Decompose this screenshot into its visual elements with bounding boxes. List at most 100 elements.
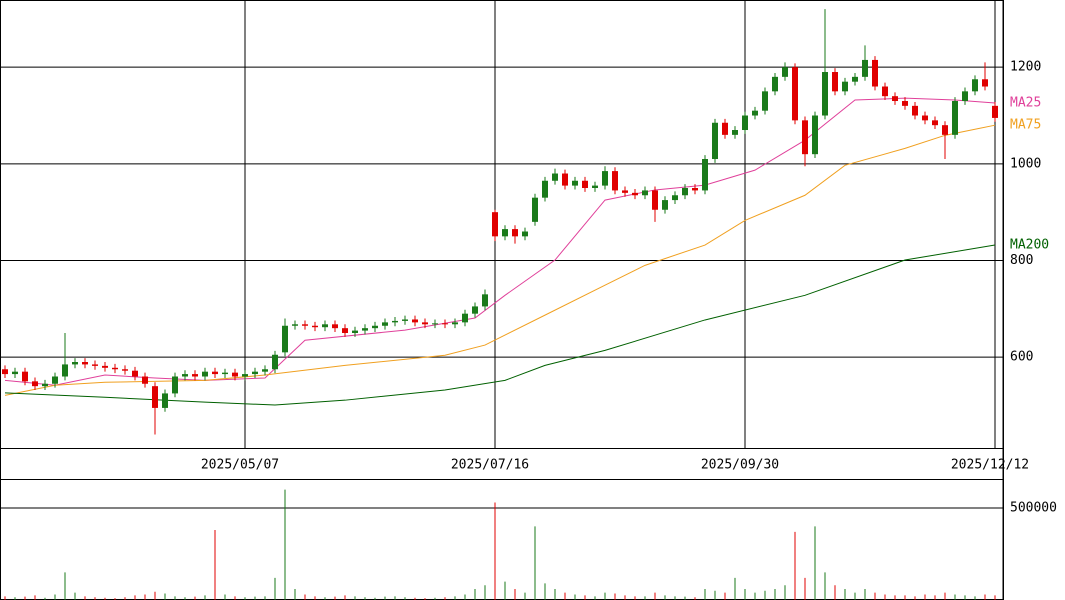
candle-body [382, 322, 388, 326]
candle-body [402, 319, 408, 321]
legend-label: MA75 [1010, 118, 1041, 133]
candle-body [152, 386, 158, 408]
volume-panel-frame [0, 479, 1004, 600]
candle-body [132, 370, 138, 377]
candle-body [862, 59, 868, 77]
candle-body [182, 374, 188, 377]
candle-body [82, 362, 88, 365]
candle-body [752, 110, 758, 116]
y-tick-label: 1000 [1010, 156, 1041, 171]
candle-body [702, 159, 708, 191]
candle-body [282, 325, 288, 353]
candle-body [272, 354, 278, 370]
candle-body [192, 374, 198, 377]
candle-body [202, 371, 208, 377]
candle-body [442, 323, 448, 325]
candle-body [322, 324, 328, 328]
candle-body [22, 371, 28, 382]
candle-body [902, 101, 908, 106]
candle-body [802, 120, 808, 155]
candle-body [232, 372, 238, 377]
candle-body [62, 364, 68, 377]
candle-body [392, 320, 398, 323]
candle-body [502, 229, 508, 237]
candle-body [952, 101, 958, 135]
x-tick-label: 2025/09/30 [701, 458, 779, 473]
candle-body [692, 188, 698, 191]
candle-body [32, 381, 38, 387]
x-tick-label: 2025/05/07 [201, 458, 279, 473]
candle-body [872, 59, 878, 87]
candle-body [892, 96, 898, 102]
candle-body [832, 72, 838, 92]
candle-body [822, 72, 828, 116]
y-tick-label: 1200 [1010, 60, 1041, 75]
candle-body [302, 324, 308, 326]
candle-body [562, 173, 568, 186]
candle-body [462, 313, 468, 323]
candle-body [412, 319, 418, 323]
candle-body [252, 371, 258, 375]
candle-body [372, 325, 378, 329]
candle-body [482, 294, 488, 307]
candle-body [912, 105, 918, 116]
candle-body [522, 231, 528, 237]
candle-body [72, 362, 78, 365]
candle-body [2, 369, 8, 375]
candle-body [982, 79, 988, 87]
candle-body [452, 322, 458, 325]
candle-body [602, 171, 608, 186]
candle-body [642, 190, 648, 196]
candle-body [792, 67, 798, 121]
candle-body [582, 180, 588, 189]
candle-body [492, 212, 498, 237]
candle-body [532, 197, 538, 222]
candle-body [612, 171, 618, 191]
candle-body [722, 122, 728, 135]
candle-body [512, 229, 518, 237]
candle-body [922, 115, 928, 121]
candle-body [122, 369, 128, 371]
candle-body [972, 79, 978, 92]
candle-body [12, 371, 18, 375]
candle-body [362, 328, 368, 331]
candle-body [632, 192, 638, 196]
legend-label: MA200 [1010, 238, 1049, 253]
candle-body [812, 115, 818, 155]
candle-body [932, 120, 938, 126]
candle-body [622, 190, 628, 193]
candle-body [592, 185, 598, 189]
y-tick-label: 800 [1010, 253, 1033, 268]
candle-body [732, 130, 738, 135]
candle-body [312, 325, 318, 328]
candle-body [942, 125, 948, 135]
candle-body [172, 376, 178, 394]
candle-body [882, 86, 888, 97]
candle-body [342, 328, 348, 334]
candle-body [672, 195, 678, 201]
candle-body [112, 367, 118, 370]
moving-average-line [4, 124, 996, 396]
candle-body [542, 180, 548, 198]
candle-body [242, 374, 248, 377]
candle-body [92, 364, 98, 366]
candle-body [102, 365, 108, 368]
candle-body [432, 323, 438, 325]
candle-body [962, 91, 968, 102]
moving-average-line [4, 244, 996, 406]
y-tick-label: 500000 [1010, 500, 1057, 515]
candle-body [162, 393, 168, 408]
candle-body [222, 372, 228, 375]
candle-body [682, 188, 688, 196]
candle-body [772, 76, 778, 92]
candle-body [782, 67, 788, 77]
candle-body [332, 324, 338, 329]
candle-body [52, 376, 58, 384]
candle-body [992, 105, 998, 118]
candle-body [472, 306, 478, 314]
moving-average-line [4, 97, 996, 386]
legend-label: MA25 [1010, 95, 1041, 110]
y-tick-label: 600 [1010, 350, 1033, 365]
candle-body [762, 91, 768, 111]
